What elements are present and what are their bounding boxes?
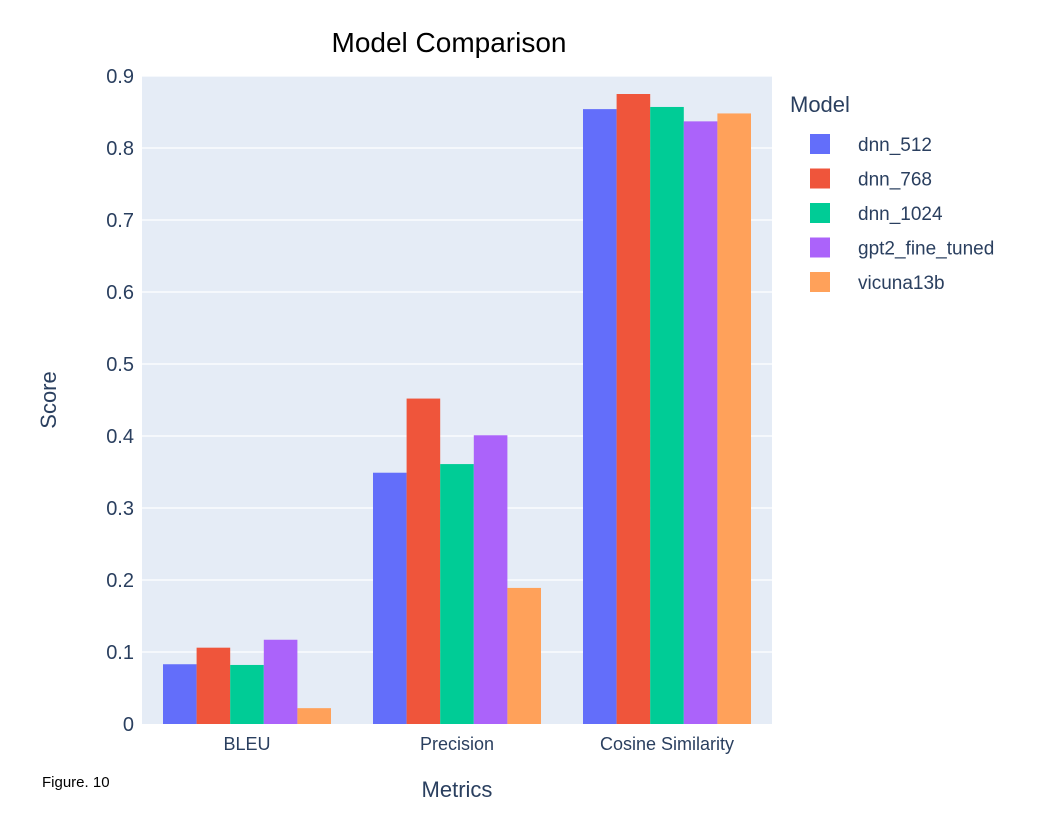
y-axis-label: Score <box>36 371 61 428</box>
y-tick-label: 0 <box>123 714 134 736</box>
x-tick-label: Cosine Similarity <box>600 734 734 754</box>
bar[interactable] <box>163 664 197 724</box>
figure-caption: Figure. 10 <box>42 774 110 791</box>
bar[interactable] <box>230 664 264 724</box>
legend-swatch[interactable] <box>810 272 830 292</box>
legend-item-label[interactable]: vicuna13b <box>858 273 945 294</box>
x-tick-label: Precision <box>420 734 494 754</box>
bar[interactable] <box>406 398 441 724</box>
legend-item-label[interactable]: dnn_1024 <box>858 204 943 225</box>
bar[interactable] <box>440 464 474 724</box>
y-tick-label: 0.4 <box>106 426 134 448</box>
legend-swatch[interactable] <box>810 134 830 154</box>
bar[interactable] <box>196 647 231 724</box>
bar[interactable] <box>616 94 651 724</box>
legend-item-label[interactable]: dnn_512 <box>858 135 932 156</box>
x-tick-label: BLEU <box>223 734 270 754</box>
x-axis-label: Metrics <box>422 777 493 802</box>
legend-title: Model <box>790 92 850 117</box>
y-tick-label: 0.9 <box>106 66 134 88</box>
bar[interactable] <box>373 472 407 724</box>
legend-item-label[interactable]: dnn_768 <box>858 170 932 191</box>
bar[interactable] <box>650 106 684 724</box>
chart-title: Model Comparison <box>332 27 567 58</box>
y-tick-label: 0.8 <box>106 138 134 160</box>
y-tick-label: 0.5 <box>106 354 134 376</box>
y-tick-label: 0.2 <box>106 570 134 592</box>
y-tick-label: 0.1 <box>106 642 134 664</box>
bar[interactable] <box>507 587 541 724</box>
legend-swatch[interactable] <box>810 168 830 189</box>
y-tick-label: 0.7 <box>106 210 134 232</box>
bar[interactable] <box>473 435 508 724</box>
y-tick-label: 0.3 <box>106 498 134 520</box>
legend-swatch[interactable] <box>810 237 830 258</box>
legend-item-label[interactable]: gpt2_fine_tuned <box>858 239 994 260</box>
bar[interactable] <box>717 113 751 724</box>
y-tick-label: 0.6 <box>106 282 134 304</box>
bar[interactable] <box>583 109 617 725</box>
bar[interactable] <box>263 639 298 724</box>
bar[interactable] <box>297 708 331 724</box>
bar[interactable] <box>683 121 718 725</box>
legend-swatch[interactable] <box>810 203 830 223</box>
